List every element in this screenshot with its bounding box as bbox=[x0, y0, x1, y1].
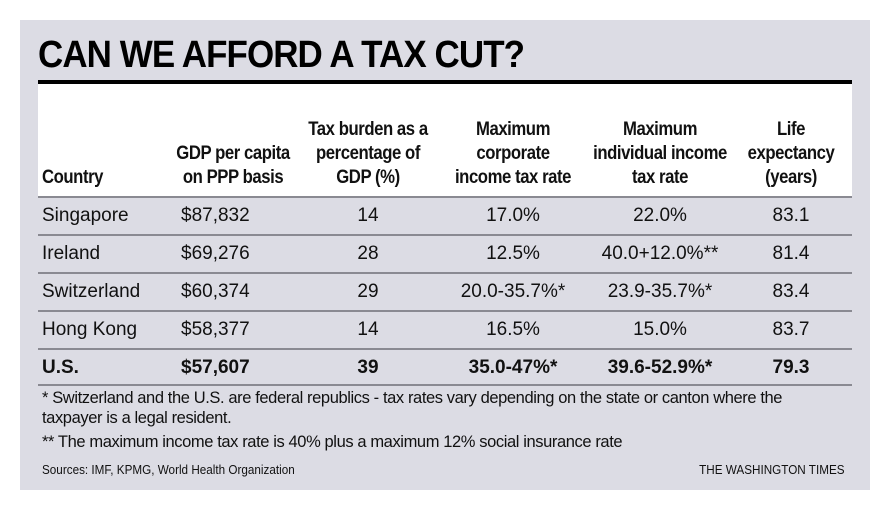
column-header: Tax burden as a percentage of GDP (%) bbox=[308, 119, 428, 188]
column-header: Maximum corporate income tax rate bbox=[454, 119, 572, 188]
table-cell: 39.6-52.9%* bbox=[607, 357, 713, 378]
credit: THE WASHINGTON TIMES bbox=[699, 462, 845, 477]
title-rule bbox=[38, 80, 852, 84]
table-cell: Switzerland bbox=[42, 281, 141, 302]
table-row: Ireland $69,276 28 12.5% 40.0+12.0%** 81.4 bbox=[38, 234, 852, 273]
table-cell: Ireland bbox=[42, 243, 101, 264]
table-cell: 28 bbox=[357, 243, 379, 264]
chart-title: CAN WE AFFORD A TAX CUT? bbox=[38, 34, 525, 76]
table-cell: 14 bbox=[357, 205, 379, 226]
table-row: Singapore $87,832 14 17.0% 22.0% 83.1 bbox=[38, 196, 852, 235]
table-cell: 23.9-35.7%* bbox=[607, 281, 713, 302]
table-cell: $57,607 bbox=[181, 357, 250, 378]
table-cell: U.S. bbox=[42, 357, 79, 378]
column-header: Country bbox=[42, 167, 104, 188]
table-cell: $58,377 bbox=[181, 319, 250, 340]
footnote-federal: * Switzerland and the U.S. are federal r… bbox=[42, 389, 783, 427]
column-header: GDP per capita on PPP basis bbox=[176, 143, 290, 188]
table-cell: $60,374 bbox=[181, 281, 250, 302]
table-cell: Hong Kong bbox=[42, 319, 138, 340]
table-bottom-rule bbox=[38, 384, 852, 386]
table-row: Switzerland $60,374 29 20.0-35.7%* 23.9-35.7… bbox=[38, 272, 852, 311]
footnote-ireland: ** The maximum income tax rate is 40% pl… bbox=[42, 433, 623, 451]
table-cell: 79.3 bbox=[772, 357, 810, 378]
table-cell: 16.5% bbox=[486, 319, 540, 340]
table-cell: 15.0% bbox=[633, 319, 687, 340]
table-cell: 14 bbox=[357, 319, 379, 340]
table-cell: 83.4 bbox=[772, 281, 810, 302]
table-cell: 81.4 bbox=[772, 243, 810, 264]
table-cell: 20.0-35.7%* bbox=[460, 281, 566, 302]
table-cell: $87,832 bbox=[181, 205, 250, 226]
table-cell: 39 bbox=[357, 357, 379, 378]
column-header: Maximum individual income tax rate bbox=[593, 119, 727, 188]
table-row: U.S. $57,607 39 35.0-47%* 39.6-52.9%* 79.3 bbox=[38, 348, 852, 387]
table-cell: 83.1 bbox=[772, 205, 810, 226]
table-cell: 35.0-47%* bbox=[468, 357, 558, 378]
table-cell: 12.5% bbox=[486, 243, 540, 264]
table-cell: $69,276 bbox=[181, 243, 250, 264]
table-cell: 40.0+12.0%** bbox=[601, 243, 719, 264]
table-row: Hong Kong $58,377 14 16.5% 15.0% 83.7 bbox=[38, 310, 852, 349]
table-cell: Singapore bbox=[42, 205, 129, 226]
table-cell: 29 bbox=[357, 281, 379, 302]
table-header: Country GDP per capita on PPP basis Tax bu… bbox=[38, 84, 852, 196]
table-cell: 83.7 bbox=[772, 319, 810, 340]
column-header: Life expectancy (years) bbox=[747, 119, 835, 188]
table-cell: 17.0% bbox=[486, 205, 540, 226]
sources: Sources: IMF, KPMG, World Health Organiz… bbox=[42, 462, 295, 477]
table-cell: 22.0% bbox=[633, 205, 687, 226]
